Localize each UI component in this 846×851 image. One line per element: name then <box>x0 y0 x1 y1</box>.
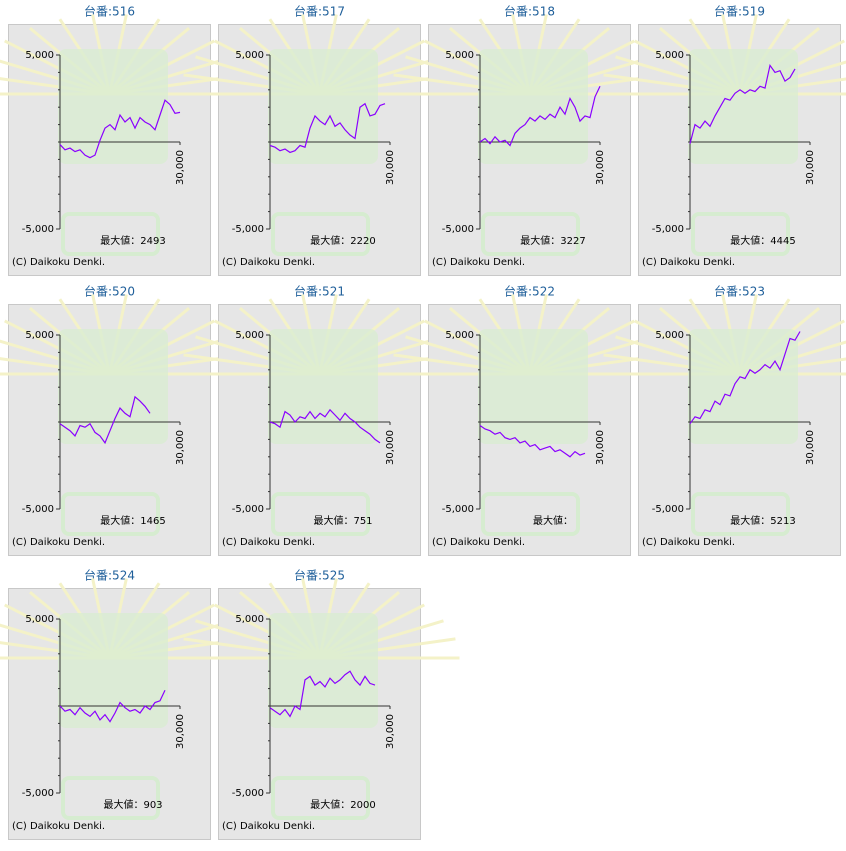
y-tick-label: -5,000 <box>652 224 684 235</box>
y-tick-label: 5,000 <box>235 614 264 625</box>
copyright: (C) Daikoku Denki. <box>12 257 105 268</box>
max-annotation: 最大値：2220 <box>310 234 375 247</box>
y-tick-label: 5,000 <box>235 50 264 61</box>
y-tick-label: 5,000 <box>25 614 54 625</box>
x-tick-label: 30,000 <box>385 150 396 185</box>
x-tick-label: 30,000 <box>805 150 816 185</box>
decor-box <box>58 613 168 728</box>
copyright: (C) Daikoku Denki. <box>432 257 525 268</box>
x-tick-label: 30,000 <box>805 430 816 465</box>
max-annotation: 最大値：2000 <box>310 798 375 811</box>
y-tick-label: 5,000 <box>235 330 264 341</box>
max-annotation: 最大値：4445 <box>730 234 795 247</box>
y-tick-label: -5,000 <box>232 504 264 515</box>
decor-box <box>58 49 168 164</box>
y-tick-label: 5,000 <box>25 50 54 61</box>
y-tick-label: -5,000 <box>22 504 54 515</box>
max-annotation: 最大値：751 <box>313 514 372 527</box>
copyright: (C) Daikoku Denki. <box>432 537 525 548</box>
decor-box <box>688 49 798 164</box>
max-annotation: 最大値：5213 <box>730 514 795 527</box>
y-tick-label: 5,000 <box>445 50 474 61</box>
max-annotation: 最大値：1465 <box>100 514 165 527</box>
y-tick-label: -5,000 <box>652 504 684 515</box>
x-tick-label: 30,000 <box>175 714 186 749</box>
copyright: (C) Daikoku Denki. <box>222 257 315 268</box>
copyright: (C) Daikoku Denki. <box>642 257 735 268</box>
max-annotation: 最大値：903 <box>103 798 162 811</box>
y-tick-label: -5,000 <box>442 224 474 235</box>
y-tick-label: -5,000 <box>22 788 54 799</box>
x-tick-label: 30,000 <box>175 430 186 465</box>
x-tick-label: 30,000 <box>595 430 606 465</box>
y-tick-label: 5,000 <box>445 330 474 341</box>
y-tick-label: -5,000 <box>232 224 264 235</box>
copyright: (C) Daikoku Denki. <box>222 537 315 548</box>
y-tick-label: 5,000 <box>655 50 684 61</box>
y-tick-label: 5,000 <box>25 330 54 341</box>
x-tick-label: 30,000 <box>175 150 186 185</box>
copyright: (C) Daikoku Denki. <box>222 821 315 832</box>
y-tick-label: -5,000 <box>232 788 264 799</box>
y-tick-label: 5,000 <box>655 330 684 341</box>
decor-box <box>478 49 588 164</box>
x-tick-label: 30,000 <box>385 430 396 465</box>
copyright: (C) Daikoku Denki. <box>12 537 105 548</box>
max-annotation: 最大値：2493 <box>100 234 165 247</box>
decor-box <box>58 329 168 444</box>
decor-box <box>478 329 588 444</box>
y-tick-label: -5,000 <box>442 504 474 515</box>
y-tick-label: -5,000 <box>22 224 54 235</box>
x-tick-label: 30,000 <box>385 714 396 749</box>
x-tick-label: 30,000 <box>595 150 606 185</box>
copyright: (C) Daikoku Denki. <box>642 537 735 548</box>
copyright: (C) Daikoku Denki. <box>12 821 105 832</box>
decor-box <box>688 329 798 444</box>
max-annotation: 最大値：3227 <box>520 234 585 247</box>
max-annotation: 最大値： <box>533 514 573 527</box>
decor-box <box>268 329 378 444</box>
